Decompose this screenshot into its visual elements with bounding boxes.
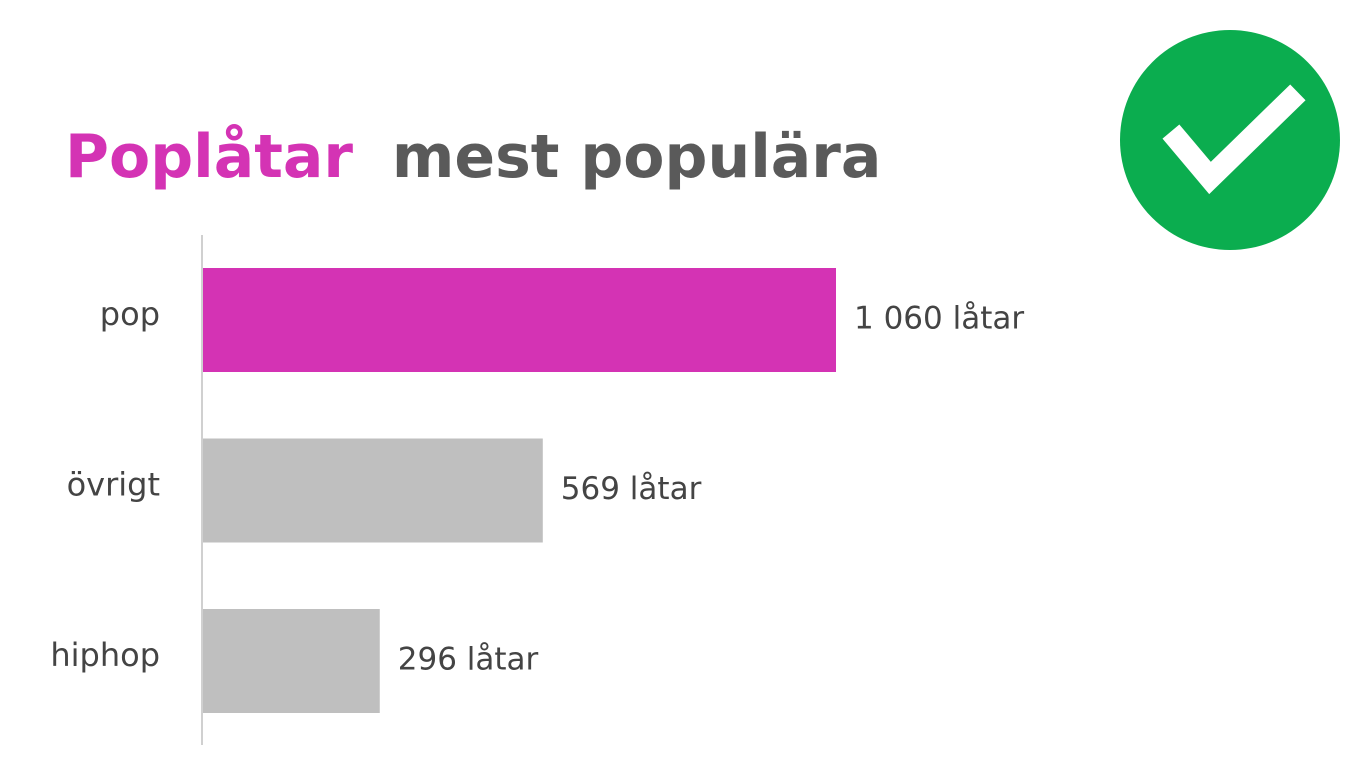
title-highlight: Poplåtar [65, 122, 353, 192]
check-mark [1162, 84, 1306, 195]
category-label: pop [100, 295, 160, 333]
chart-title: Poplåtar mest populära [65, 122, 881, 192]
category-label: övrigt [67, 466, 160, 504]
title-rest: mest populära [392, 122, 881, 192]
bar [203, 609, 380, 713]
category-label: hiphop [50, 636, 160, 674]
bar [203, 438, 543, 543]
bar [203, 268, 836, 372]
value-label: 569 låtar [561, 471, 702, 507]
value-label: 296 låtar [398, 642, 539, 678]
check-circle [1120, 30, 1340, 250]
check-badge [1120, 30, 1340, 250]
value-label: 1 060 låtar [854, 301, 1024, 337]
